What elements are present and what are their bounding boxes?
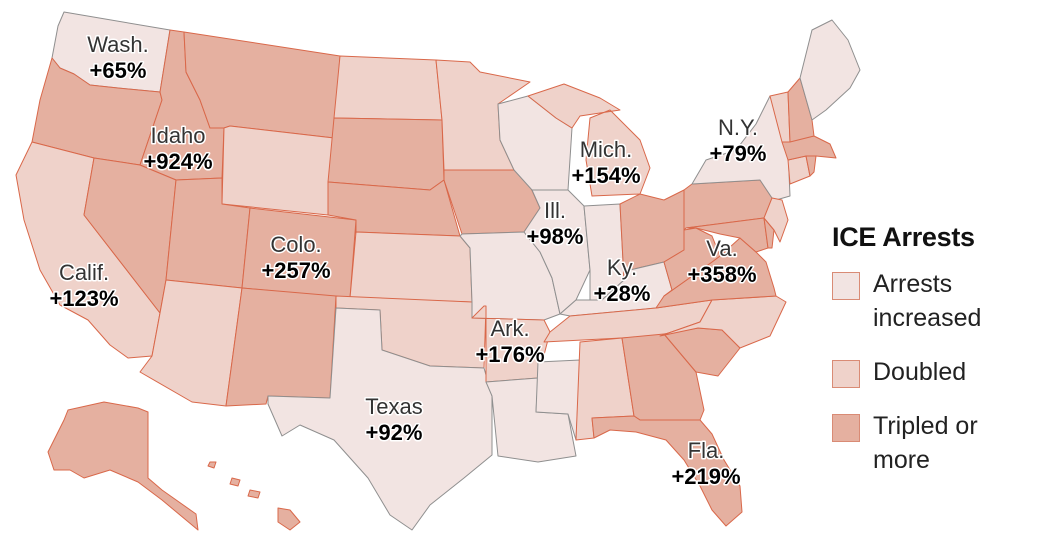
state-value-wash: +65%: [90, 58, 147, 83]
legend-item-increased: Arrests increased: [832, 270, 1042, 335]
state-me: [799, 19, 861, 121]
legend-label-line: more: [873, 446, 930, 474]
legend-item-doubled: Doubled: [832, 358, 1042, 389]
state-ma: [781, 135, 837, 161]
state-nh: [787, 77, 815, 143]
state-value-mich: +154%: [571, 163, 640, 188]
legend-title: ICE Arrests: [832, 222, 975, 252]
state-ks: [349, 231, 473, 303]
state-tx: [267, 307, 493, 531]
state-value-ark: +176%: [475, 342, 544, 367]
state-label-idaho: Idaho: [150, 123, 205, 148]
legend-swatch-tripled: [832, 414, 860, 442]
state-label-va: Va.: [706, 236, 737, 261]
legend-label-doubled: Doubled: [873, 355, 966, 389]
legend-label-line: Doubled: [873, 358, 967, 386]
state-wy: [221, 125, 335, 216]
state-wv: [663, 227, 721, 297]
state-value-ny: +79%: [710, 141, 767, 166]
state-nd: [333, 55, 443, 121]
state-value-idaho: +924%: [143, 149, 212, 174]
state-value-ill: +98%: [527, 224, 584, 249]
state-value-texas: +92%: [366, 420, 423, 445]
state-nc: [659, 295, 787, 349]
state-value-calif: +123%: [49, 286, 118, 311]
legend-swatch-increased: [832, 272, 860, 300]
state-label-mich: Mich.: [580, 137, 633, 162]
legend-swatch-doubled: [832, 360, 860, 388]
state-ak: [47, 401, 199, 531]
state-value-va: +358%: [687, 262, 756, 287]
state-label-ny: N.Y.: [718, 115, 758, 140]
state-label-texas: Texas: [365, 394, 422, 419]
state-value-fla: +219%: [671, 464, 740, 489]
legend-label-line: Arrests: [873, 270, 953, 298]
state-nm: [225, 287, 337, 407]
state-label-colo: Colo.: [270, 232, 321, 257]
state-label-ill: Ill.: [544, 198, 566, 223]
state-value-colo: +257%: [261, 258, 330, 283]
legend-label-line: increased: [873, 304, 982, 332]
state-sd: [327, 117, 445, 191]
state-value-ky: +28%: [594, 281, 651, 306]
state-fl: [591, 415, 743, 527]
state-label-ark: Ark.: [490, 316, 529, 341]
state-mt: [183, 31, 341, 139]
legend-label-line: Tripled or: [873, 412, 978, 440]
legend-item-tripled: Tripled or more: [832, 412, 1042, 477]
state-label-wash: Wash.: [87, 32, 149, 57]
state-hi: [207, 461, 301, 531]
state-label-calif: Calif.: [59, 260, 109, 285]
legend: ICE Arrests Arrests increased Doubled Tr…: [832, 222, 1042, 501]
state-ms: [535, 359, 581, 441]
legend-label-tripled: Tripled or more: [873, 409, 978, 477]
legend-label-increased: Arrests increased: [873, 267, 981, 335]
state-label-ky: Ky.: [607, 255, 637, 280]
state-mi: [527, 83, 651, 197]
state-label-fla: Fla.: [688, 438, 725, 463]
state-nj: [763, 197, 789, 243]
